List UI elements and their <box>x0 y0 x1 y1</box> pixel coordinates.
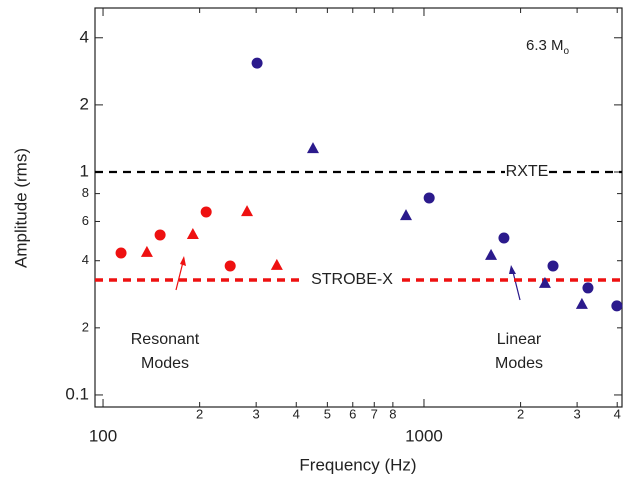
annotation-sub: o <box>564 46 570 57</box>
point <box>582 282 594 294</box>
y-tick-label: 4 <box>80 27 89 46</box>
x-tick-label: 2 <box>517 406 524 421</box>
y-tick-label: 6 <box>82 213 89 228</box>
point <box>575 297 588 309</box>
point <box>270 258 283 270</box>
point <box>547 260 559 272</box>
point <box>224 260 236 272</box>
group-label: Linear <box>497 331 542 348</box>
x-tick-label: 4 <box>614 406 621 421</box>
x-tick-label: 2 <box>196 406 203 421</box>
x-tick-label: 3 <box>253 406 260 421</box>
point <box>115 247 127 259</box>
x-tick-label: 5 <box>324 406 331 421</box>
group-label: Modes <box>141 355 189 372</box>
point <box>400 209 413 221</box>
x-tick-label: 100 <box>89 426 117 445</box>
point <box>186 228 199 240</box>
x-tick-label: 1000 <box>405 426 443 445</box>
point <box>538 276 551 288</box>
y-tick-label: 0.1 <box>65 384 89 403</box>
point <box>498 232 510 244</box>
point <box>611 300 623 312</box>
point <box>140 245 153 257</box>
arrow-head <box>509 265 516 274</box>
x-tick-label: 4 <box>293 406 300 421</box>
x-tick-label: 8 <box>389 406 396 421</box>
reference-label: STROBE-X <box>311 271 393 288</box>
y-tick-label: 1 <box>80 161 89 180</box>
plot-frame <box>94 7 623 408</box>
x-tick-label: 7 <box>371 406 378 421</box>
point <box>241 205 254 217</box>
y-tick-label: 4 <box>82 252 89 267</box>
group-label: Resonant <box>131 331 200 348</box>
point <box>200 206 212 218</box>
annotation: 6.3 Mo <box>526 37 570 57</box>
y-tick-label: 8 <box>82 185 89 200</box>
reference-label: RXTE <box>506 163 549 180</box>
arrow-head <box>180 256 186 266</box>
point <box>423 192 435 204</box>
point <box>251 57 263 69</box>
point <box>154 229 166 241</box>
x-tick-label: 3 <box>573 406 580 421</box>
point <box>306 142 319 154</box>
y-tick-label: 2 <box>82 319 89 334</box>
x-axis-label: Frequency (Hz) <box>299 455 416 474</box>
point <box>485 248 498 260</box>
y-tick-label: 2 <box>80 94 89 113</box>
annotation-text: 6.3 M <box>526 37 564 54</box>
x-tick-label: 6 <box>349 406 356 421</box>
group-label: Modes <box>495 355 543 372</box>
y-axis-label: Amplitude (rms) <box>11 148 30 268</box>
